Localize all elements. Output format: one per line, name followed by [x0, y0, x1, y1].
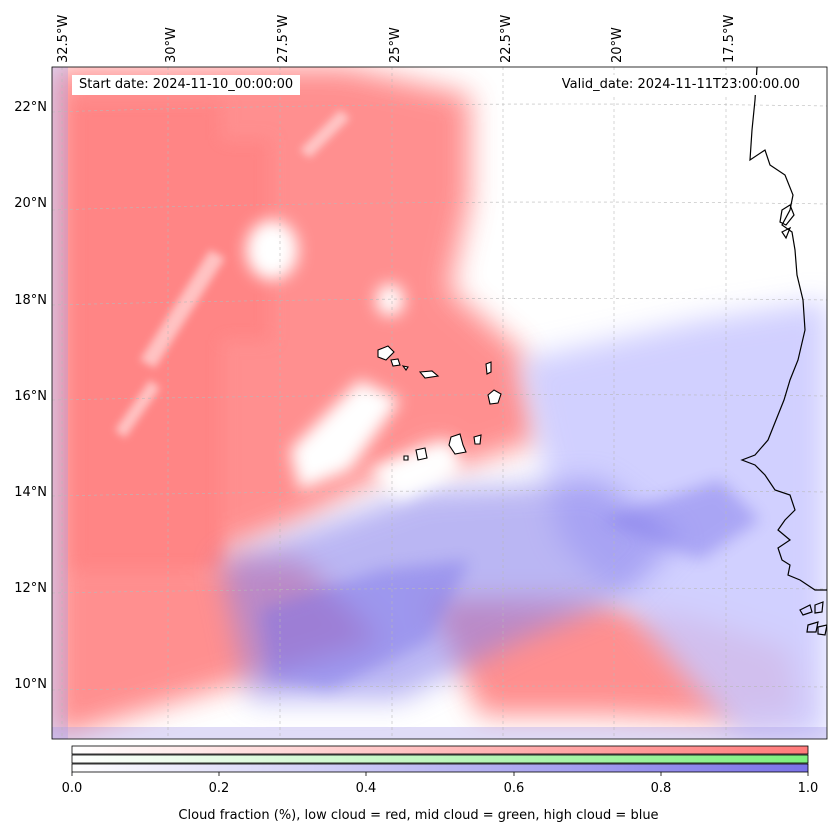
cape-verde-islands: [377, 345, 502, 461]
lon-label: 17.5°W: [722, 15, 737, 63]
colorbar-tick: 0.8: [651, 781, 672, 796]
lon-label: 25°W: [388, 27, 403, 63]
map-panel: [52, 67, 827, 739]
lat-label: 10°N: [14, 677, 47, 692]
lat-label: 18°N: [14, 293, 47, 308]
coastline: [740, 67, 827, 636]
latitude-labels: 22°N 20°N 18°N 16°N 14°N 12°N 10°N: [14, 100, 47, 692]
cloud-texture: [115, 110, 350, 438]
colorbar: 0.0 0.2 0.4 0.6 0.8 1.0: [62, 745, 819, 796]
colorbar-mid: [72, 755, 808, 763]
map-edge-shade: [52, 67, 68, 739]
valid-date-label: Valid_date: 2024-11-11T23:00:00.00: [554, 75, 807, 95]
colorbar-tick: 0.2: [209, 781, 230, 796]
lon-label: 30°W: [164, 27, 179, 63]
clear-sky-patches: [246, 220, 460, 500]
lat-label: 12°N: [14, 581, 47, 596]
high-cloud-layer: [220, 300, 827, 739]
lat-label: 16°N: [14, 389, 47, 404]
colorbar-caption: Cloud fraction (%), low cloud = red, mid…: [178, 808, 659, 823]
lat-label: 14°N: [14, 485, 47, 500]
colorbar-tick: 0.6: [504, 781, 525, 796]
colorbar-high: [72, 764, 808, 772]
map-frame: [51, 66, 828, 740]
start-date-label: Start date: 2024-11-10_00:00:00: [72, 75, 301, 95]
colorbar-tick: 0.0: [62, 781, 83, 796]
lat-label: 20°N: [14, 196, 47, 211]
map-gridlines: [52, 67, 827, 739]
colorbar-tick: 1.0: [798, 781, 819, 796]
colorbar-tick: 0.4: [356, 781, 377, 796]
lon-label: 20°W: [610, 27, 625, 63]
longitude-labels: 32.5°W 30°W 27.5°W 25°W 22.5°W 20°W 17.5…: [56, 15, 737, 63]
lon-label: 32.5°W: [56, 15, 71, 63]
lat-label: 22°N: [14, 100, 47, 115]
lon-label: 27.5°W: [276, 15, 291, 63]
colorbar-low: [72, 746, 808, 754]
lon-label: 22.5°W: [499, 15, 514, 63]
